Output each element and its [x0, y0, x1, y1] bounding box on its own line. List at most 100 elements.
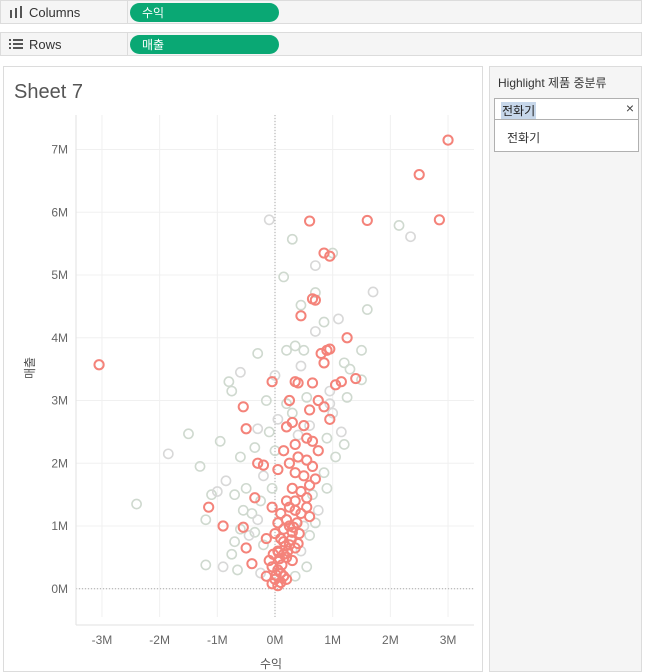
highlighted-point: [301, 454, 313, 466]
highlighted-point: [306, 460, 319, 472]
dim-point: [318, 467, 330, 479]
dim-point: [162, 448, 174, 460]
columns-shelf-label: Columns: [1, 1, 128, 23]
dim-point: [252, 423, 264, 435]
dim-point: [258, 539, 269, 551]
dim-point: [249, 526, 261, 538]
highlighted-point: [249, 492, 261, 504]
highlighted-point: [266, 376, 278, 388]
highlighted-point: [289, 438, 301, 451]
highlighted-point: [361, 214, 373, 227]
dim-point: [211, 486, 223, 497]
dim-point: [269, 370, 281, 381]
highlight-dropdown: 전화기: [494, 119, 639, 152]
dim-point: [356, 344, 367, 356]
highlighted-point: [267, 548, 279, 560]
dim-point: [234, 451, 246, 463]
dim-point: [252, 348, 264, 359]
highlight-option[interactable]: 전화기: [507, 131, 541, 145]
highlighted-point: [306, 435, 319, 447]
clear-icon[interactable]: ×: [625, 100, 634, 116]
highlighted-point: [318, 357, 330, 369]
dim-point: [356, 374, 367, 386]
dim-point: [226, 385, 238, 397]
dim-point: [237, 504, 249, 516]
dim-point: [335, 426, 347, 438]
rows-label: Rows: [29, 36, 62, 52]
dim-point: [286, 233, 298, 245]
dim-point: [327, 407, 339, 419]
highlighted-point: [270, 569, 282, 581]
dim-point: [309, 326, 321, 337]
highlighted-point: [341, 332, 353, 344]
dim-point: [309, 517, 321, 529]
highlighted-point: [324, 413, 336, 425]
dim-point: [229, 536, 241, 548]
highlighted-point: [237, 521, 249, 533]
dim-point: [324, 385, 336, 397]
dim-point: [309, 260, 321, 271]
highlighted-point: [272, 463, 284, 476]
dim-point: [232, 564, 243, 576]
highlighted-point: [240, 542, 252, 554]
highlighted-point: [301, 432, 313, 444]
highlighted-point: [295, 485, 307, 498]
highlighted-point: [318, 401, 330, 413]
y-axis-title: 매출: [23, 357, 37, 379]
highlighted-point: [292, 377, 304, 389]
dim-point: [361, 304, 373, 315]
highlighted-point: [286, 554, 298, 567]
y-tick-label: 6M: [51, 205, 68, 219]
dim-point: [200, 514, 212, 526]
highlighted-point: [442, 134, 454, 146]
y-tick-label: 1M: [51, 519, 68, 533]
dim-point: [367, 286, 379, 298]
rows-shelf: Rows 매출: [0, 32, 642, 56]
dim-point: [324, 398, 336, 410]
dim-point: [286, 407, 298, 419]
dim-point: [393, 220, 405, 231]
highlight-title: Highlight 제품 중분류: [498, 76, 607, 90]
x-tick-label: -1M: [207, 633, 228, 647]
highlighted-point: [295, 310, 307, 322]
highlighted-point: [286, 526, 298, 538]
dim-point: [266, 482, 278, 494]
dim-point: [220, 475, 232, 487]
highlighted-point: [272, 517, 284, 529]
dim-point: [321, 482, 333, 494]
worksheet: Sheet 7 0M 1M 2M 3M 4M 5M 6M 7M -3M -2M -1M 0M 1M 2M 3…: [3, 66, 483, 672]
dim-point: [263, 214, 275, 226]
columns-icon: [10, 6, 22, 18]
columns-shelf: Columns 수익: [0, 0, 642, 24]
highlighted-point: [312, 394, 324, 407]
scatter-chart[interactable]: 0M 1M 2M 3M 4M 5M 6M 7M -3M -2M -1M 0M 1M 2M 3M 수익 매출: [4, 67, 482, 671]
rows-icon: [9, 39, 23, 49]
highlighted-point: [324, 250, 336, 262]
x-tick-label: -2M: [149, 633, 170, 647]
columns-pill-profit[interactable]: 수익: [130, 3, 279, 22]
sheet-title: Sheet 7: [14, 81, 83, 103]
rows-pill-sales[interactable]: 매출: [130, 35, 279, 54]
highlighted-point: [312, 445, 324, 457]
highlighted-point: [272, 546, 285, 558]
dim-point: [330, 451, 341, 463]
dim-point: [338, 439, 350, 450]
dim-point: [249, 442, 261, 453]
highlighted-point: [266, 578, 278, 590]
dim-point: [223, 376, 235, 388]
highlight-panel: Highlight 제품 중분류 전화기 × 전화기: [489, 66, 642, 672]
x-tick-label: 2M: [382, 633, 399, 647]
highlighted-point: [246, 558, 258, 570]
highlighted-point: [217, 520, 229, 532]
dim-point: [272, 413, 284, 425]
highlighted-point: [350, 372, 362, 385]
dim-point: [304, 530, 316, 541]
highlighted-point: [283, 501, 296, 513]
highlight-search-input[interactable]: 전화기 ×: [494, 98, 639, 120]
highlighted-point: [275, 507, 287, 520]
dim-point: [229, 489, 241, 501]
highlighted-point: [237, 401, 249, 413]
dim-point: [301, 391, 313, 403]
highlighted-point: [306, 377, 319, 389]
highlighted-point: [301, 501, 313, 513]
